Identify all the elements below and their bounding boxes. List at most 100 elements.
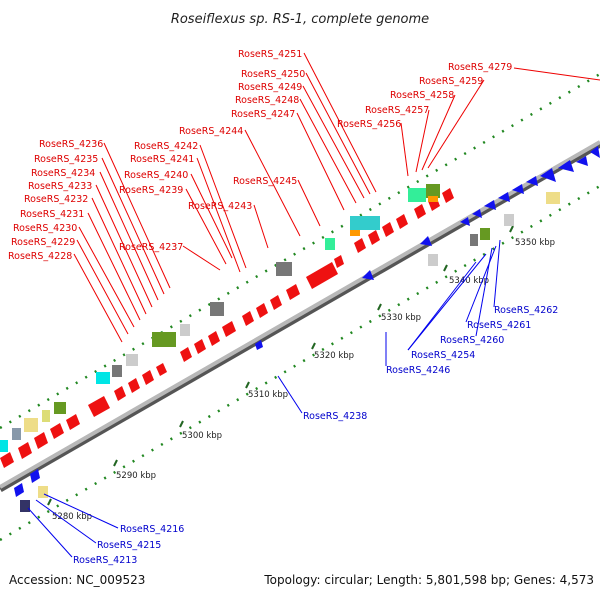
gene-arrow	[0, 452, 14, 468]
gene-arrow	[368, 230, 380, 245]
gene-label: RoseRS_4228	[8, 251, 72, 262]
gene-label: RoseRS_4231	[20, 209, 84, 220]
feature-block	[350, 216, 380, 230]
gene-label: RoseRS_4257	[365, 105, 429, 116]
gene-arrow	[442, 188, 454, 203]
feature-block	[408, 188, 426, 202]
scale-label: 5350 kbp	[515, 238, 555, 248]
gene-label: RoseRS_4250	[241, 69, 305, 80]
reverse-feature-blocks	[20, 192, 560, 512]
gene-label: RoseRS_4229	[11, 237, 75, 248]
gene-arrow	[270, 295, 282, 310]
gene-arrow	[34, 432, 48, 449]
gene-arrow	[50, 423, 64, 439]
scale-label: 5340 kbp	[449, 276, 489, 286]
gene-arrow	[414, 204, 426, 219]
feature-block	[428, 196, 438, 202]
gene-arrow	[498, 192, 510, 202]
scale-labels: 5280 kbp 5290 kbp 5300 kbp 5310 kbp 5320…	[52, 238, 555, 522]
forward-gene-labels: RoseRS_4228 RoseRS_4229 RoseRS_4230 Rose…	[8, 49, 512, 262]
feature-block	[504, 214, 514, 226]
gene-label: RoseRS_4247	[231, 109, 295, 120]
gene-label: RoseRS_4230	[13, 223, 77, 234]
scale-label: 5310 kbp	[248, 390, 288, 400]
gene-label: RoseRS_4242	[134, 141, 198, 152]
gene-arrow	[590, 146, 600, 158]
gene-label: RoseRS_4239	[119, 185, 183, 196]
gene-label: RoseRS_4240	[124, 170, 188, 181]
gene-label: RoseRS_4246	[386, 365, 450, 376]
gene-arrow	[180, 347, 192, 362]
gene-arrow	[242, 311, 254, 326]
gene-label: RoseRS_4238	[303, 411, 367, 422]
gene-arrow	[576, 156, 588, 166]
gene-label: RoseRS_4215	[97, 540, 161, 551]
gene-arrow	[362, 270, 374, 280]
gene-arrow	[396, 214, 408, 229]
gene-label: RoseRS_4236	[39, 139, 103, 150]
gene-arrow	[222, 321, 236, 337]
gene-arrow	[382, 222, 394, 237]
gene-arrow	[334, 255, 344, 268]
gene-label: RoseRS_4256	[337, 119, 401, 130]
feature-block	[20, 500, 30, 512]
gene-label: RoseRS_4237	[119, 242, 183, 253]
feature-block	[428, 254, 438, 266]
gene-arrow	[256, 303, 268, 318]
feature-block	[112, 365, 122, 377]
outer-dotted-track	[0, 72, 600, 430]
gene-label: RoseRS_4258	[390, 90, 454, 101]
gene-arrow	[194, 339, 206, 354]
scale-label: 5280 kbp	[52, 512, 92, 522]
feature-block	[152, 332, 176, 347]
feature-block	[0, 440, 8, 452]
reverse-gene-labels: RoseRS_4213 RoseRS_4215 RoseRS_4216 Rose…	[73, 305, 558, 566]
scale-ticks	[47, 225, 514, 506]
inner-dotted-track	[0, 184, 600, 542]
gene-label: RoseRS_4234	[31, 168, 95, 179]
feature-block	[126, 354, 138, 366]
gene-arrow	[460, 217, 470, 226]
feature-block	[54, 402, 66, 414]
gene-arrow	[512, 184, 524, 194]
forward-strand-genes	[0, 188, 454, 468]
accession-text: Accession: NC_009523	[9, 573, 146, 587]
gene-arrow	[66, 414, 80, 430]
gene-arrow	[14, 483, 24, 497]
gene-arrow	[18, 442, 32, 459]
gene-arrow	[208, 331, 220, 346]
feature-block	[276, 262, 292, 276]
gene-label: RoseRS_4261	[467, 320, 531, 331]
feature-block	[180, 324, 190, 336]
genome-summary-text: Topology: circular; Length: 5,801,598 bp…	[264, 573, 594, 587]
gene-label: RoseRS_4279	[448, 62, 512, 73]
forward-leader-lines	[73, 52, 600, 343]
gene-label: RoseRS_4260	[440, 335, 504, 346]
gene-label: RoseRS_4262	[494, 305, 558, 316]
gene-label: RoseRS_4249	[238, 82, 302, 93]
gene-label: RoseRS_4244	[179, 126, 243, 137]
feature-block	[24, 418, 38, 432]
feature-block	[480, 228, 490, 240]
feature-block	[350, 226, 360, 236]
genome-title: Roseiflexus sp. RS-1, complete genome	[171, 12, 429, 27]
scale-label: 5320 kbp	[314, 351, 354, 361]
gene-label: RoseRS_4248	[235, 95, 299, 106]
gene-label: RoseRS_4216	[120, 524, 184, 535]
gene-label: RoseRS_4259	[419, 76, 483, 87]
gene-arrow	[30, 469, 40, 483]
gene-label: RoseRS_4245	[233, 176, 297, 187]
gene-label: RoseRS_4254	[411, 350, 475, 361]
gene-arrow	[354, 238, 366, 253]
gene-arrow	[484, 200, 496, 210]
gene-label: RoseRS_4235	[34, 154, 98, 165]
gene-label: RoseRS_4233	[28, 181, 92, 192]
gene-arrow	[286, 284, 300, 300]
feature-block	[426, 184, 440, 198]
scale-label: 5300 kbp	[182, 431, 222, 441]
gene-arrow	[255, 340, 263, 350]
gene-arrow	[306, 262, 338, 289]
feature-block	[38, 486, 48, 498]
forward-feature-blocks	[0, 184, 440, 452]
scale-label: 5330 kbp	[381, 313, 421, 323]
